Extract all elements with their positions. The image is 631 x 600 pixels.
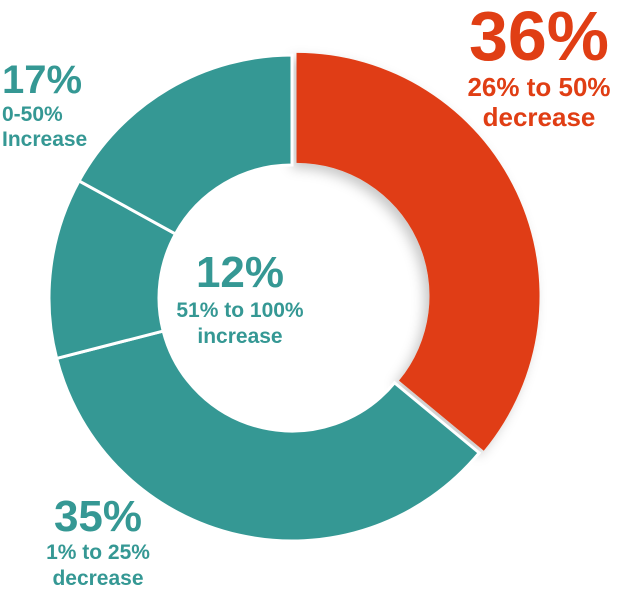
slice-percent-36: 36%	[468, 0, 610, 75]
slice-1-to-25-decrease	[54, 329, 482, 543]
slice-0-to-50-increase	[77, 53, 294, 236]
slice-desc-12-line2: increase	[197, 325, 283, 348]
slice-percent-12: 12%	[195, 248, 285, 297]
slice-desc-17-line2: Increase	[2, 128, 88, 151]
slice-label-12: 12% 51% to 100% increase	[145, 248, 335, 350]
slice-label-35: 35% 1% to 25% decrease	[18, 494, 178, 592]
slice-desc-36-line2: decrease	[482, 102, 596, 132]
slice-percent-35: 35%	[53, 492, 143, 541]
slice-desc-36-line1: 26% to 50%	[467, 72, 611, 102]
slice-desc-35-line1: 1% to 25%	[46, 541, 150, 564]
slice-desc-17-line1: 0-50%	[2, 103, 63, 126]
donut-slices	[47, 52, 540, 543]
slice-26-to-50-decrease	[296, 52, 540, 451]
slice-label-36: 36% 26% to 50% decrease	[449, 0, 629, 132]
slice-percent-17: 17%	[2, 58, 83, 102]
slice-desc-12-line1: 51% to 100%	[176, 299, 304, 322]
slice-label-17: 17% 0-50% Increase	[2, 58, 87, 152]
slice-desc-35-line2: decrease	[52, 567, 144, 590]
